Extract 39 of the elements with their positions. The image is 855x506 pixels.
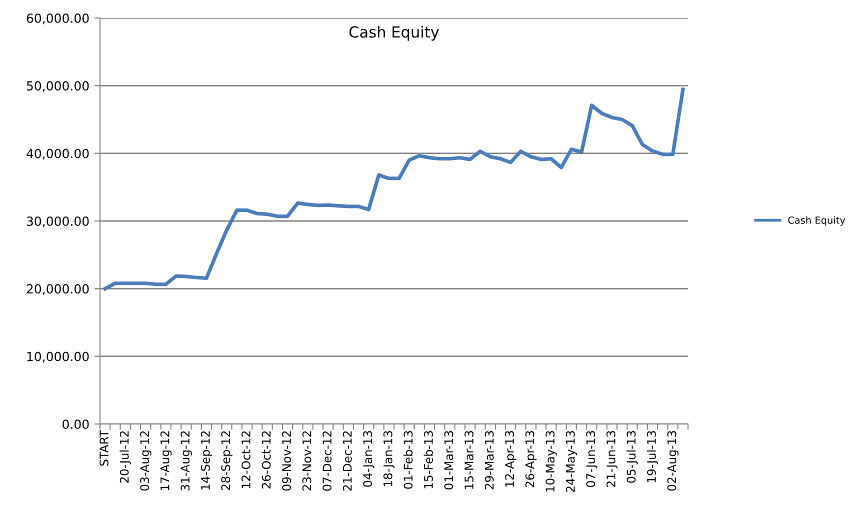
x-tick-label: 05-Jul-13 xyxy=(626,431,638,483)
x-tick-label: 20-Jul-12 xyxy=(120,431,131,483)
x-tick-label: 12-Oct-12 xyxy=(241,431,250,488)
y-tick-label: 60,000.00 xyxy=(26,13,89,24)
y-tick-label: 40,000.00 xyxy=(26,148,89,160)
x-tick-label: 24-May-13 xyxy=(566,431,578,492)
x-tick-label: 07-Jun-13 xyxy=(586,431,598,487)
legend-label: Cash Equity xyxy=(788,216,846,226)
x-tick-label: 29-Mar-13 xyxy=(484,431,494,490)
y-tick-label: 10,000.00 xyxy=(27,352,89,363)
x-tick-label: 26-Apr-13 xyxy=(525,431,537,488)
x-tick-label: 09-Nov-12 xyxy=(282,431,291,491)
x-tick-label: 12-Apr-13 xyxy=(505,431,516,487)
x-tick-label: 26-Oct-12 xyxy=(262,431,271,489)
x-tick-label: 04-Jan-13 xyxy=(363,431,374,487)
x-tick-label: START xyxy=(100,430,108,466)
x-tick-label: 02-Aug-13 xyxy=(667,431,679,491)
x-tick-label: 28-Sep-12 xyxy=(221,431,232,490)
text: Cash Equity xyxy=(349,26,439,41)
x-tick-label: 19-Jul-13 xyxy=(646,431,658,482)
y-tick-label: 50,000.00 xyxy=(26,81,89,92)
y-tick-label: 20,000.00 xyxy=(26,284,89,295)
x-tick-label: 15-Feb-13 xyxy=(424,431,433,488)
x-tick-label: 21-Dec-12 xyxy=(342,431,352,491)
x-tick-label: 31-Aug-12 xyxy=(180,431,192,491)
y-tick-label: 30,000.00 xyxy=(26,216,89,228)
x-tick-label: 07-Dec-12 xyxy=(322,431,332,491)
x-tick-label: 21-Jun-13 xyxy=(606,431,618,487)
x-tick-label: 10-May-13 xyxy=(546,431,557,492)
x-tick-label: 23-Nov-12 xyxy=(302,431,312,491)
x-tick-label: 01-Mar-13 xyxy=(444,431,454,490)
x-tick-label: 17-Aug-12 xyxy=(160,431,172,490)
x-tick-label: 14-Sep-12 xyxy=(200,431,212,490)
y-tick-label: 0.00 xyxy=(62,419,89,429)
x-tick-label: 03-Aug-12 xyxy=(140,431,152,491)
line-series xyxy=(103,88,685,290)
x-tick-label: 01-Feb-13 xyxy=(403,431,413,489)
x-tick-label: 18-Jan-13 xyxy=(383,431,395,486)
x-tick-label: 15-Mar-13 xyxy=(464,431,474,489)
